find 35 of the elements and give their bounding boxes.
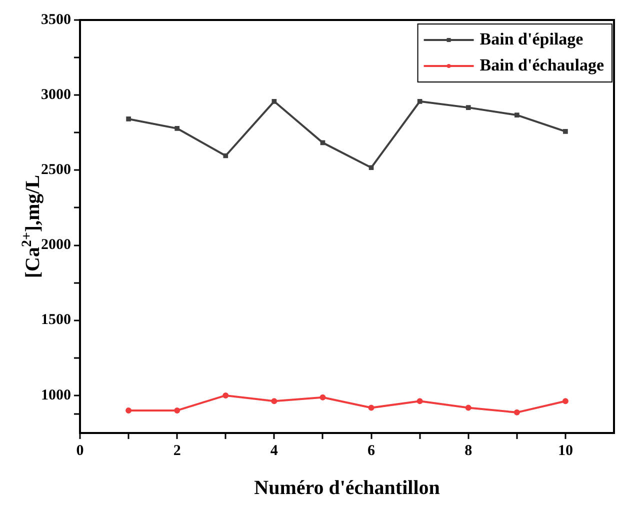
point <box>174 126 180 131</box>
point <box>417 98 422 104</box>
legend-label: Bain d'échaulage <box>480 55 604 74</box>
y-tick-label: 3000 <box>41 86 71 103</box>
y-tick-label: 3500 <box>41 12 71 28</box>
y-tick-label: 1500 <box>41 312 71 328</box>
point <box>126 407 132 414</box>
y-tick-label: 2500 <box>41 162 71 178</box>
point <box>368 165 374 170</box>
point <box>465 404 472 411</box>
point <box>514 112 520 118</box>
point <box>562 398 568 404</box>
point <box>222 392 229 398</box>
point <box>514 409 520 416</box>
point <box>563 129 568 134</box>
x-tick-label: 0 <box>76 442 84 459</box>
point <box>466 105 471 110</box>
y-tick-label: 1000 <box>41 387 71 404</box>
point <box>320 394 326 400</box>
point <box>368 404 374 411</box>
point <box>126 116 131 122</box>
point <box>272 98 277 104</box>
point <box>320 140 326 146</box>
x-axis-title: Numéro d'échantillon <box>254 477 440 500</box>
x-tick-label: 8 <box>464 442 472 459</box>
point <box>174 407 180 414</box>
point <box>416 398 423 404</box>
y-tick-label: 2000 <box>41 237 71 254</box>
point <box>223 153 228 158</box>
x-tick-label: 4 <box>270 442 278 459</box>
legend-label: Bain d'épilage <box>480 29 584 48</box>
point <box>271 398 278 404</box>
x-tick-label: 10 <box>558 442 573 459</box>
x-tick-label: 6 <box>368 442 376 459</box>
x-tick-label: 2 <box>173 442 181 459</box>
